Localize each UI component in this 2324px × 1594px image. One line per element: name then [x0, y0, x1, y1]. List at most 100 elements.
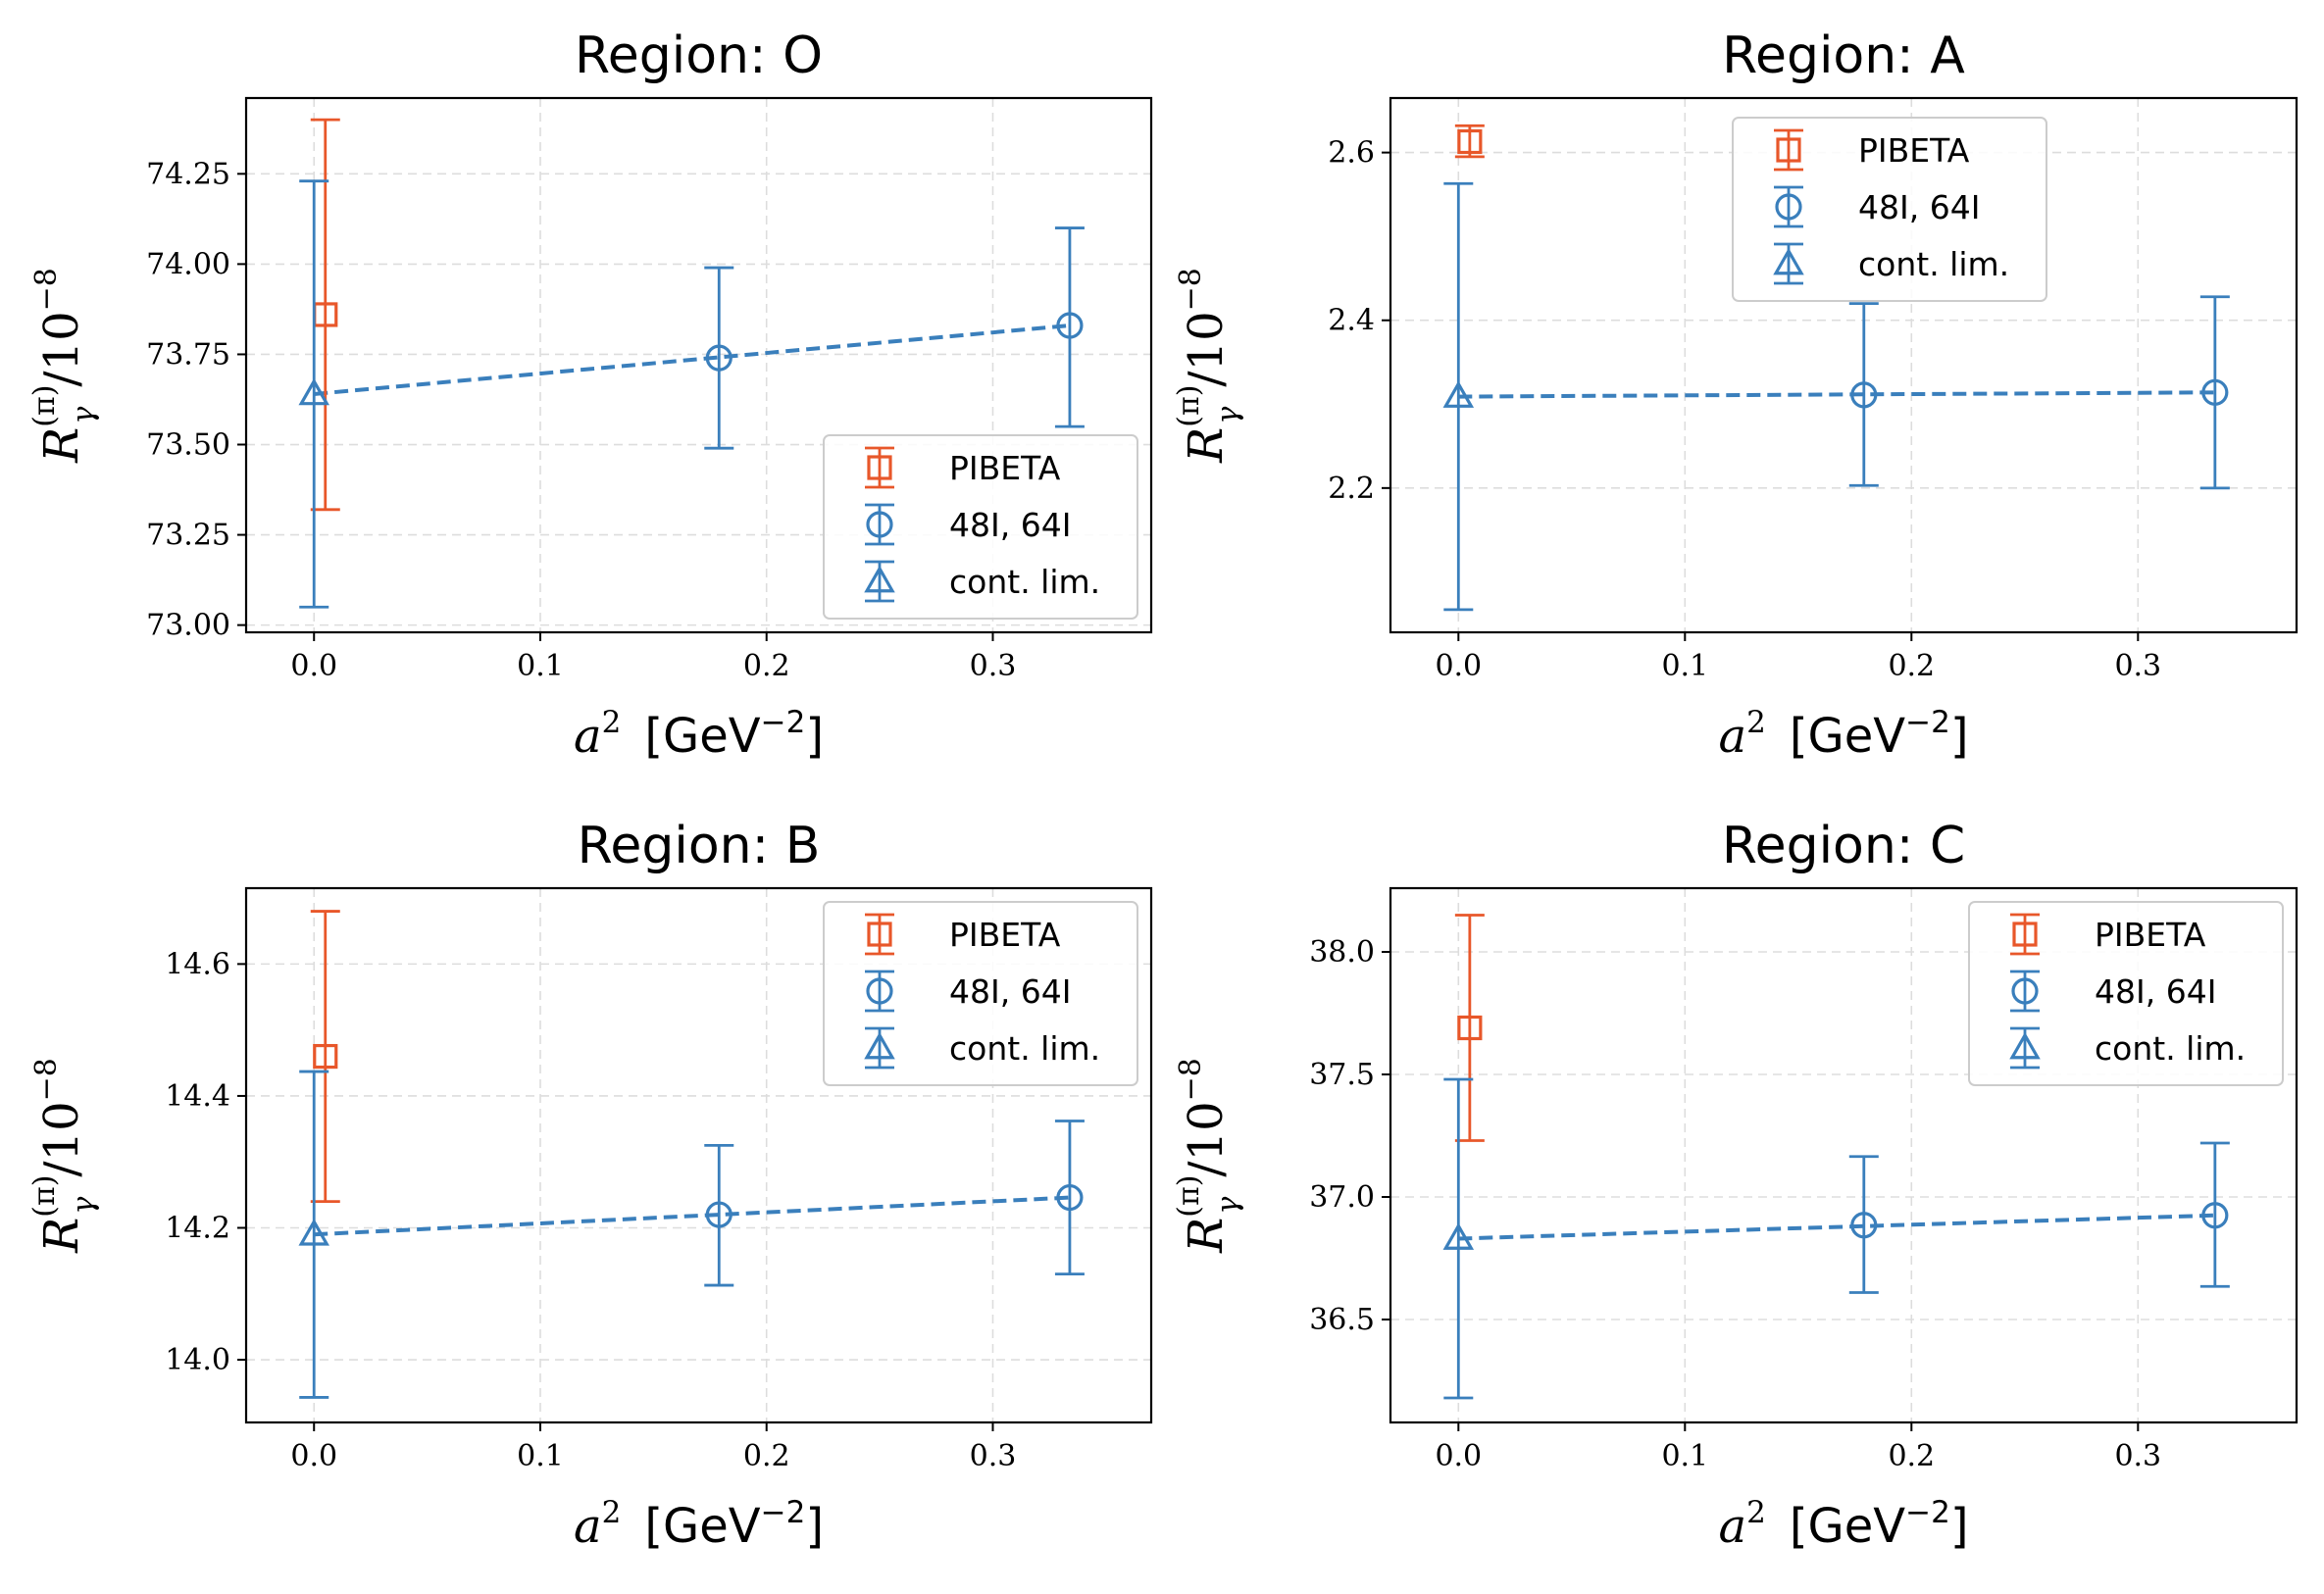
y-tick-label: 14.2 [165, 1212, 230, 1246]
x-axis-label-unit-close: ] [1950, 709, 1969, 764]
y-tick-label: 37.5 [1309, 1058, 1375, 1092]
x-axis-label-var: a [1718, 1499, 1746, 1554]
y-tick-label: 2.2 [1328, 472, 1375, 506]
y-tick-label: 14.6 [165, 947, 230, 981]
legend-marker-square [867, 455, 892, 480]
x-axis-label-unit: [GeV [1766, 709, 1905, 764]
legend: PIBETA 48I, 64I cont. lim. [823, 434, 1138, 620]
y-axis-label-var: R [1179, 427, 1234, 464]
y-axis-label-var: R [1179, 1218, 1234, 1254]
y-tick-label: 73.75 [146, 337, 230, 372]
axes-frame [1389, 886, 2299, 1424]
x-tick-label: 0.3 [970, 649, 1017, 683]
legend-marker-square [867, 922, 892, 947]
y-axis-label: R(π) γ/10−8 [1172, 1058, 1245, 1254]
y-tick-label: 73.50 [146, 428, 230, 463]
y-axis-label-sub: γ [1211, 1197, 1245, 1215]
x-tick-label: 0.0 [1435, 1439, 1482, 1473]
y-axis-label-tail-sup: −8 [1174, 268, 1208, 311]
fit-line [314, 1195, 1071, 1237]
x-tick-label: 0.1 [517, 1439, 564, 1473]
chart-panel-3: Region: C 0.0 0.1 0.2 0.3 36.5 37.0 37.5 38.0 a2 … [1172, 817, 2299, 1554]
x-tick-label: 0.2 [743, 649, 790, 683]
y-tick-label: 74.25 [146, 157, 230, 191]
x-tick-label: 0.2 [1888, 1439, 1935, 1473]
series-triangle-point [298, 1219, 329, 1246]
x-axis-label-unit: [GeV [621, 709, 760, 764]
y-axis-label: R(π) γ/10−8 [27, 1058, 101, 1254]
legend-box [823, 434, 1138, 620]
legend-label: 48I, 64I [949, 972, 1071, 1011]
x-tick-label: 0.0 [290, 1439, 337, 1473]
y-axis-label-tail: /10 [1179, 311, 1234, 386]
x-axis-label-var: a [574, 709, 602, 764]
y-axis-label-sup: (π) [27, 1175, 62, 1218]
x-axis-label-unit-sup: −2 [761, 1495, 806, 1530]
x-tick-label: 0.1 [517, 649, 564, 683]
x-axis-label-unit-close: ] [805, 709, 824, 764]
y-tick-label: 14.4 [165, 1079, 230, 1114]
legend-marker-triangle [864, 565, 895, 593]
series-square-point [1457, 1015, 1483, 1041]
legend-marker-triangle [864, 1031, 895, 1060]
x-axis-label: a2 [GeV−2] [1718, 1495, 1968, 1554]
fit-line [314, 324, 1071, 396]
axes-frame [244, 96, 1153, 634]
x-axis-label: a2 [GeV−2] [574, 1495, 824, 1554]
x-axis-label: a2 [GeV−2] [574, 705, 824, 764]
legend-marker-circle [866, 511, 893, 538]
y-tick-label: 38.0 [1309, 935, 1375, 970]
x-axis-label-sup: 2 [1746, 1495, 1766, 1530]
legend-marker-circle [866, 977, 893, 1005]
y-axis-label-var: R [34, 427, 89, 464]
y-axis-label-sup: (π) [27, 385, 62, 427]
chart-panel-2: Region: B 0.0 0.1 0.2 0.3 14.0 14.2 14.4 14.6 a2 … [27, 817, 1153, 1554]
chart-title: Region: O [575, 26, 823, 85]
legend-box [1732, 117, 2047, 302]
series-triangle-point [298, 377, 329, 406]
series-circle-point [2201, 378, 2229, 406]
chart-title: Region: A [1722, 26, 1965, 85]
y-axis-label-tail-sup: −8 [29, 1058, 64, 1101]
y-axis-label-tail: /10 [34, 1101, 89, 1176]
y-axis-label-sub: γ [67, 407, 101, 424]
x-tick-label: 0.0 [290, 649, 337, 683]
legend-marker-circle [2011, 977, 2039, 1005]
x-axis-label-sup: 2 [602, 705, 622, 740]
y-axis-label-tail: /10 [34, 311, 89, 386]
legend-label: PIBETA [949, 449, 1061, 487]
x-tick-label: 0.0 [1435, 649, 1482, 683]
legend-label: PIBETA [2095, 916, 2206, 954]
x-tick-label: 0.3 [2114, 1439, 2161, 1473]
x-tick-label: 0.1 [1661, 1439, 1708, 1473]
y-tick-label: 36.5 [1309, 1303, 1375, 1337]
legend-marker-triangle [2009, 1031, 2041, 1060]
series-circle-point [1056, 312, 1084, 339]
legend-marker-circle [1775, 193, 1802, 221]
legend-marker-square [1776, 137, 1801, 163]
chart-panel-0: Region: O 0.0 0.1 0.2 0.3 73.00 73.25 73.50 73.7… [27, 26, 1153, 764]
legend: PIBETA 48I, 64I cont. lim. [823, 901, 1138, 1086]
y-tick-label: 73.25 [146, 519, 230, 553]
legend: PIBETA 48I, 64I cont. lim. [1968, 901, 2284, 1086]
legend-label: PIBETA [1858, 131, 1970, 170]
legend-box [1968, 901, 2284, 1086]
x-tick-label: 0.2 [1888, 649, 1935, 683]
y-axis-label-sub: γ [67, 1197, 101, 1215]
x-axis-label-sup: 2 [1746, 705, 1766, 740]
x-axis-label: a2 [GeV−2] [1718, 705, 1968, 764]
y-axis-label: R(π) γ/10−8 [27, 268, 101, 464]
series-circle-point [705, 1201, 733, 1228]
y-axis-label-sup: (π) [1172, 385, 1206, 427]
x-tick-label: 0.1 [1661, 649, 1708, 683]
x-axis-label-unit-close: ] [1950, 1499, 1969, 1554]
chart-title: Region: C [1722, 817, 1965, 875]
x-axis-label-unit-sup: −2 [1905, 1495, 1950, 1530]
legend-label: 48I, 64I [949, 506, 1071, 544]
legend-label: cont. lim. [1858, 245, 2009, 283]
legend-label: PIBETA [949, 916, 1061, 954]
y-tick-label: 2.6 [1328, 136, 1375, 171]
x-tick-label: 0.2 [743, 1439, 790, 1473]
y-axis-label-tail: /10 [1179, 1101, 1234, 1176]
